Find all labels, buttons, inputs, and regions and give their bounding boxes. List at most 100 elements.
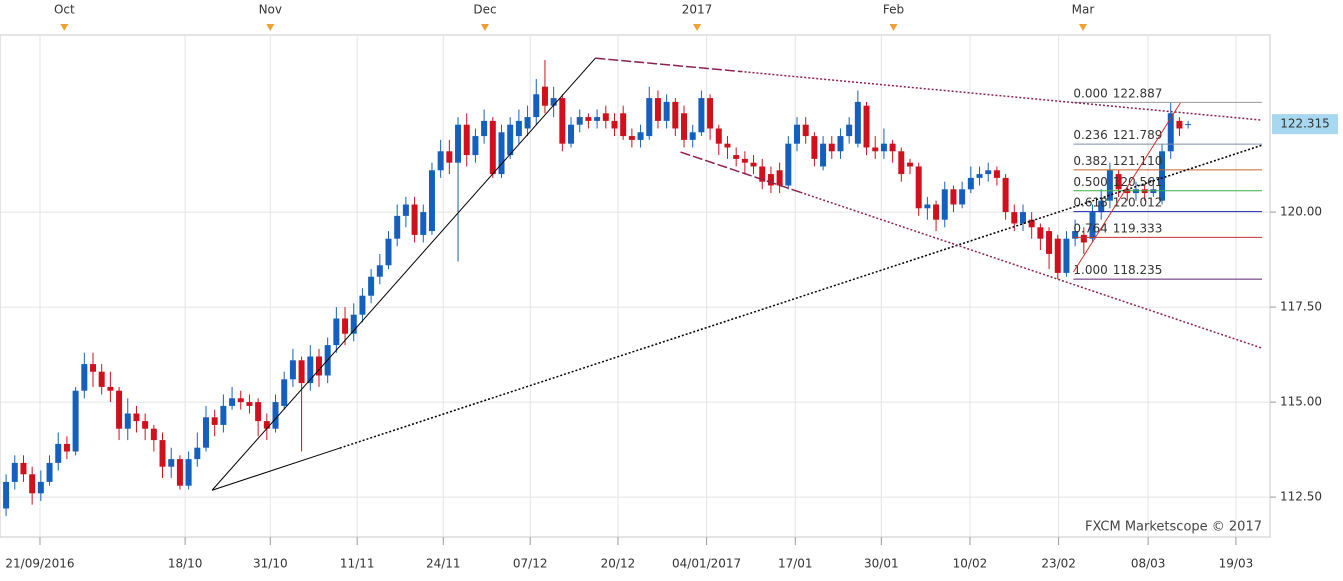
- candle-body: [820, 143, 827, 167]
- candle-body: [854, 101, 861, 144]
- y-tick-label: 112.50: [1280, 490, 1322, 504]
- candle-body: [515, 120, 522, 137]
- month-marker: [889, 24, 898, 31]
- month-label: Nov: [259, 3, 282, 17]
- candle-body: [985, 170, 992, 175]
- y-tick-label: 117.50: [1280, 300, 1322, 314]
- candle-body: [237, 398, 244, 403]
- candle-body: [63, 443, 70, 452]
- candle-body: [941, 189, 948, 220]
- candle-body: [759, 166, 766, 182]
- fib-ratio: 0.382: [1073, 153, 1107, 167]
- y-tick-label: 120.00: [1280, 205, 1322, 219]
- candle-body: [837, 136, 844, 152]
- candle-body: [428, 170, 435, 232]
- candle-body: [663, 101, 670, 121]
- candle-body: [72, 390, 79, 452]
- candle-body: [1115, 174, 1122, 190]
- fib-price: 122.887: [1113, 86, 1163, 100]
- month-marker: [60, 24, 69, 31]
- candle-body: [20, 462, 27, 475]
- fib-price: 120.561: [1113, 174, 1163, 188]
- candle-body: [924, 204, 931, 209]
- fib-ratio: 1.000: [1073, 263, 1107, 277]
- candle-body: [1167, 113, 1174, 152]
- candle-body: [168, 459, 175, 467]
- candle-body: [1159, 151, 1166, 201]
- candle-body: [298, 360, 305, 384]
- candle-body: [498, 132, 505, 175]
- candle-body: [333, 318, 340, 346]
- x-tick-label: 11/11: [340, 557, 375, 571]
- candle-body: [489, 120, 496, 175]
- last-price-box: [1272, 114, 1338, 135]
- candle-body: [550, 98, 557, 106]
- month-label: 2017: [682, 3, 713, 17]
- candle-body: [289, 360, 296, 380]
- fib-price: 119.333: [1113, 221, 1163, 235]
- candle-body: [98, 371, 105, 387]
- candle-body: [1037, 227, 1044, 239]
- trendline: [211, 447, 340, 491]
- candle-body: [368, 276, 375, 296]
- y-tick-label: 115.00: [1280, 395, 1322, 409]
- candle-body: [933, 204, 940, 220]
- watermark: FXCM Marketscope © 2017: [1085, 520, 1262, 535]
- fib-price: 120.012: [1113, 195, 1163, 209]
- candle-body: [307, 356, 314, 384]
- candle-body: [29, 474, 36, 494]
- candle-body: [507, 124, 514, 156]
- candle-body: [1106, 170, 1113, 201]
- fib-label: 0.764 119.333: [1073, 221, 1162, 235]
- candle-body: [463, 124, 470, 156]
- candle-body: [142, 421, 149, 429]
- candle-body: [872, 147, 879, 152]
- candle-body: [202, 417, 209, 448]
- candle-body: [194, 447, 201, 460]
- candle-body: [185, 459, 192, 486]
- candle-body: [1054, 238, 1061, 273]
- candle-body: [889, 143, 896, 152]
- fib-label: 0.500 120.561: [1073, 174, 1162, 188]
- candle-body: [133, 413, 140, 422]
- candle-body: [967, 177, 974, 190]
- candle-body: [1185, 124, 1192, 126]
- candle-body: [533, 94, 540, 118]
- candle-body: [654, 98, 661, 121]
- candle-body: [585, 117, 592, 121]
- candle-body: [46, 462, 53, 482]
- x-tick-label: 19/03: [1219, 557, 1254, 571]
- x-tick-label: 07/12: [513, 557, 548, 571]
- candle-body: [229, 398, 236, 406]
- candle-body: [1080, 234, 1087, 243]
- candle-body: [220, 405, 227, 425]
- candle-body: [811, 136, 818, 159]
- candle-body: [959, 189, 966, 205]
- candle-body: [1046, 231, 1053, 254]
- candle-body: [376, 265, 383, 277]
- candle-body: [646, 98, 653, 137]
- candle-body: [37, 481, 44, 494]
- candle-body: [89, 364, 96, 372]
- candle-body: [672, 101, 679, 129]
- candle-body: [681, 113, 688, 140]
- candle-body: [394, 215, 401, 239]
- candle-body: [880, 143, 887, 152]
- fib-price: 121.110: [1113, 153, 1163, 167]
- candle-body: [707, 98, 714, 129]
- x-tick-label: 18/10: [168, 557, 203, 571]
- x-tick-label: 08/03: [1131, 557, 1166, 571]
- x-tick-label: 17/01: [778, 557, 813, 571]
- candle-body: [116, 390, 123, 429]
- candle-body: [446, 151, 453, 163]
- candle-body: [741, 158, 748, 163]
- candle-body: [576, 117, 583, 125]
- fib-label: 0.382 121.110: [1073, 153, 1162, 167]
- axes: 112.50 115.00 117.50 120.00 21/09/2016 18/10 3…: [5, 3, 1338, 571]
- candle-body: [315, 356, 322, 376]
- candle-body: [611, 120, 618, 129]
- candle-body: [541, 86, 548, 106]
- month-marker: [693, 24, 702, 31]
- candle-body: [263, 421, 270, 429]
